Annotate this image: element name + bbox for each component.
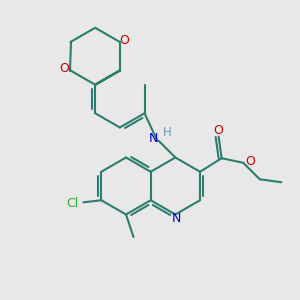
Text: O: O xyxy=(119,34,129,47)
Text: O: O xyxy=(60,62,69,76)
Text: N: N xyxy=(149,132,158,145)
Text: H: H xyxy=(163,126,172,139)
Text: O: O xyxy=(245,155,255,168)
Text: O: O xyxy=(214,124,224,137)
Text: N: N xyxy=(172,212,182,225)
Text: Cl: Cl xyxy=(66,197,78,210)
